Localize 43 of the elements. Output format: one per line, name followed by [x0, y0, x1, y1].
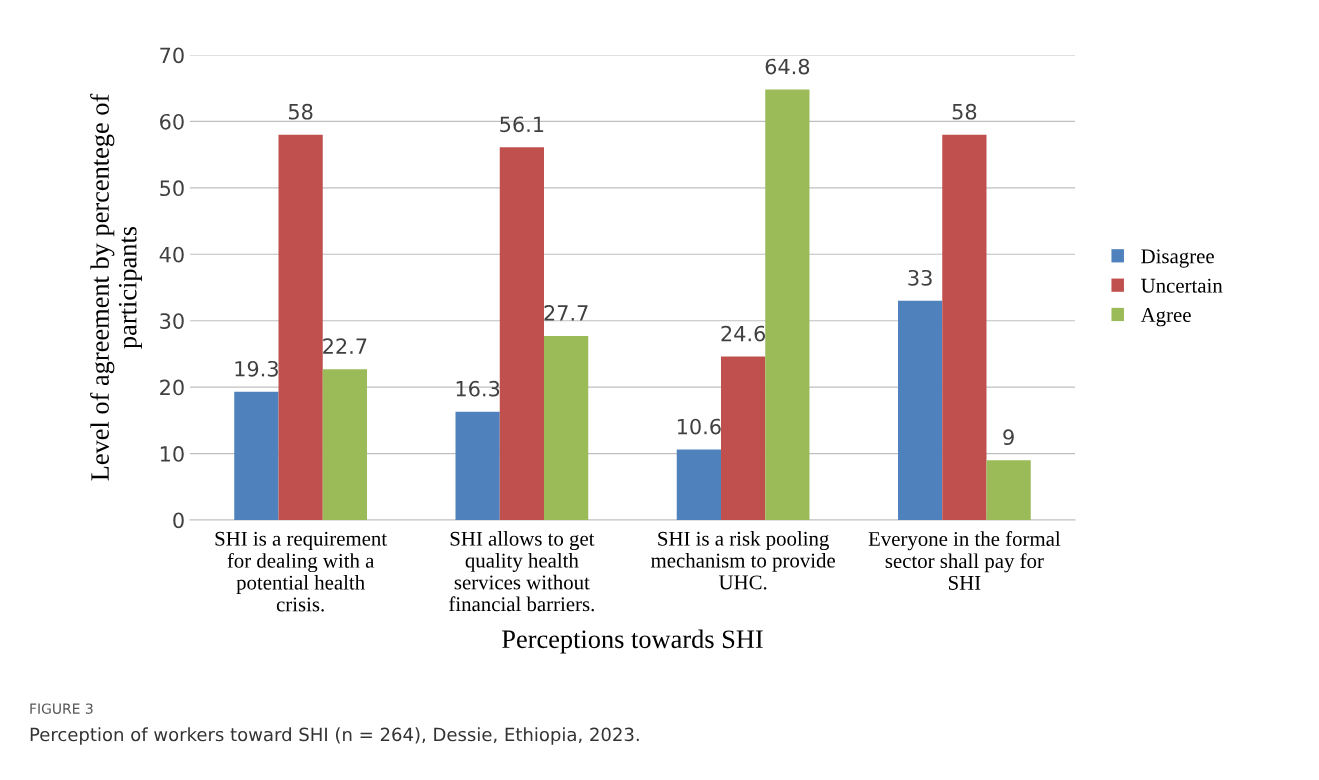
- x-tick-label: SHI is a risk pooling mechanism to provide UHC.: [650, 531, 835, 590]
- bar: [676, 449, 721, 520]
- y-tick-label: 20: [160, 379, 184, 396]
- bar: [499, 147, 544, 520]
- data-label: 10.6: [677, 418, 721, 435]
- bar: [278, 134, 323, 520]
- x-tick-label: SHI is a requirement for dealing with a potential health crisis.: [215, 531, 387, 612]
- bar: [898, 300, 943, 520]
- y-tick-label: 70: [160, 47, 184, 64]
- bar: [234, 391, 279, 520]
- text: Perception of workers toward SHI (n = 264), Dessie, Ethiopia, 2023.: [30, 727, 639, 745]
- y-tick-label: 10: [160, 446, 184, 462]
- data-label: 27.7: [544, 305, 588, 321]
- data-label: 64.8: [765, 58, 810, 75]
- data-label: 22.7: [323, 338, 367, 354]
- y-tick-label: 30: [160, 313, 184, 329]
- bar: [455, 411, 500, 520]
- data-label: 58: [952, 103, 977, 120]
- legend-label: Uncertain: [1141, 278, 1223, 293]
- bar: [544, 335, 589, 520]
- data-label: 9: [1003, 429, 1014, 446]
- y-tick-label: 60: [160, 113, 184, 130]
- data-label: 24.6: [721, 325, 766, 342]
- y-axis-title: Level of agreement by percentege of participants: [90, 93, 142, 481]
- data-label: 16.3: [456, 380, 500, 397]
- y-tick-label: 0: [173, 512, 184, 529]
- caption: FIGURE 3: [30, 703, 93, 714]
- data-label: 58: [288, 103, 313, 120]
- bar: [942, 134, 987, 520]
- data-label: 56.1: [500, 116, 544, 133]
- bar: [765, 89, 810, 520]
- bar: [721, 356, 766, 520]
- x-tick-label: SHI allows to get quality health services without financial barriers.: [449, 531, 595, 612]
- bar: [322, 369, 367, 520]
- data-label: 33: [908, 269, 932, 286]
- x-axis-title: Perceptions towards SHI: [502, 629, 763, 654]
- data-label: 19.3: [235, 360, 278, 377]
- x-tick-label: Everyone in the formal sector shall pay for SHI: [868, 531, 1061, 590]
- y-tick-label: 50: [160, 180, 184, 197]
- bar: [986, 460, 1031, 520]
- legend-label: Disagree: [1141, 249, 1214, 268]
- y-tick-label: 40: [159, 246, 184, 263]
- legend-label: Agree: [1140, 308, 1191, 327]
